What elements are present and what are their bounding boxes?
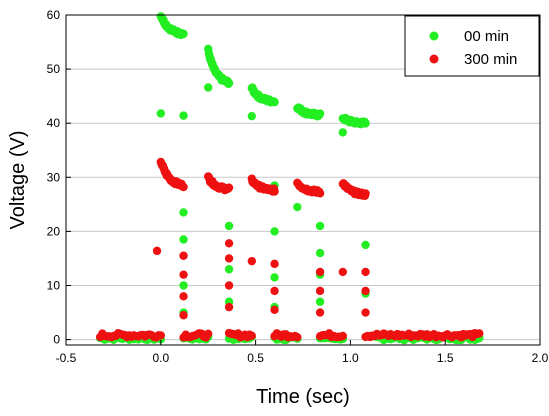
data-point: [204, 329, 213, 338]
data-point: [156, 109, 165, 118]
data-point: [179, 111, 188, 120]
legend-label-300-min: 300 min: [464, 51, 517, 68]
y-tick-label: 20: [47, 224, 61, 238]
data-point: [179, 270, 188, 279]
data-point: [270, 227, 279, 236]
plot-frame: [65, 14, 541, 346]
data-point: [156, 331, 165, 340]
data-point: [247, 331, 257, 341]
data-point: [179, 311, 188, 320]
series-300-min: [95, 157, 484, 342]
x-tick-label: 1.5: [437, 351, 454, 365]
y-tick-label: 0: [53, 333, 60, 347]
data-point: [179, 235, 188, 244]
y-tick-label: 50: [47, 62, 61, 76]
y-tick-label: 30: [47, 170, 61, 184]
y-tick-label: 40: [47, 116, 61, 130]
x-axis-label: Time (sec): [256, 386, 350, 408]
data-point: [179, 292, 188, 301]
data-point: [179, 182, 188, 192]
x-tick-label: 0.5: [247, 351, 264, 365]
data-point: [361, 240, 370, 250]
data-point: [270, 305, 279, 315]
data-point: [224, 239, 234, 248]
y-tick-label: 60: [47, 8, 61, 22]
data-point: [204, 83, 213, 92]
data-point: [315, 189, 325, 198]
data-point: [270, 259, 279, 269]
data-point: [338, 331, 348, 341]
legend-marker-300-min: [429, 54, 439, 64]
data-point: [179, 281, 188, 290]
data-point: [475, 329, 484, 338]
y-axis-label: Voltage (V): [7, 131, 29, 230]
data-point: [315, 109, 325, 118]
data-point: [224, 254, 234, 263]
legend-label-00-min: 00 min: [464, 28, 509, 45]
x-tick-label: 0.0: [152, 351, 169, 365]
data-point: [315, 308, 325, 317]
data-point: [179, 29, 188, 39]
data-point: [293, 202, 302, 212]
data-point: [224, 183, 234, 192]
axis-ticks: 0 10 20 30 40 50 60 -0.5 0.0 0.5 1.0 1.5 2.0: [47, 8, 549, 365]
data-point: [315, 248, 325, 258]
x-tick-label: 2.0: [532, 351, 549, 365]
data-point: [315, 221, 325, 231]
legend-marker-00-min: [429, 31, 439, 41]
data-point: [224, 302, 234, 312]
legend: 00 min 300 min: [404, 15, 540, 77]
x-tick-label: -0.5: [56, 351, 77, 365]
data-point: [315, 267, 325, 277]
data-point: [270, 286, 279, 296]
data-point: [361, 267, 370, 277]
data-point: [224, 281, 234, 290]
data-point: [361, 286, 370, 296]
data-point: [224, 221, 234, 231]
x-tick-label: 1.0: [342, 351, 359, 365]
data-point: [270, 97, 279, 107]
data-point: [247, 256, 257, 266]
y-tick-label: 10: [47, 278, 61, 292]
data-point: [270, 273, 279, 282]
data-point: [361, 189, 370, 198]
data-point: [293, 332, 302, 342]
data-point: [270, 187, 279, 196]
data-point: [224, 265, 234, 274]
data-point: [247, 111, 257, 121]
data-point: [361, 119, 370, 128]
data-point: [338, 128, 348, 137]
data-point: [152, 246, 162, 256]
legend-box: [404, 15, 540, 77]
data-point: [361, 308, 370, 317]
data-point: [315, 286, 325, 296]
data-point: [338, 267, 348, 277]
data-points: [95, 12, 484, 345]
data-point: [179, 251, 188, 260]
data-point: [224, 78, 234, 88]
data-point: [179, 208, 188, 217]
data-point: [315, 297, 325, 306]
